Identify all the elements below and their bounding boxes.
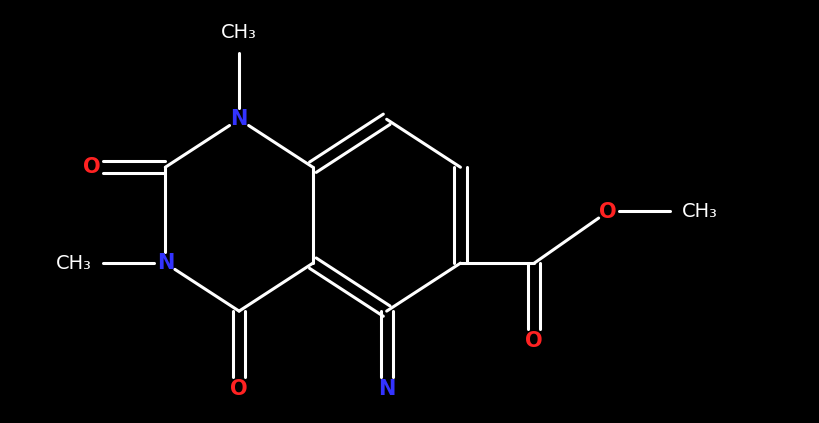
Text: O: O [230,379,248,398]
Text: O: O [83,157,101,177]
Text: N: N [156,253,174,273]
Text: CH₃: CH₃ [56,254,92,273]
Text: CH₃: CH₃ [681,202,717,221]
Text: CH₃: CH₃ [221,23,257,42]
Text: N: N [378,379,396,398]
Text: O: O [600,201,617,222]
Text: O: O [526,331,543,351]
Text: N: N [230,109,248,129]
